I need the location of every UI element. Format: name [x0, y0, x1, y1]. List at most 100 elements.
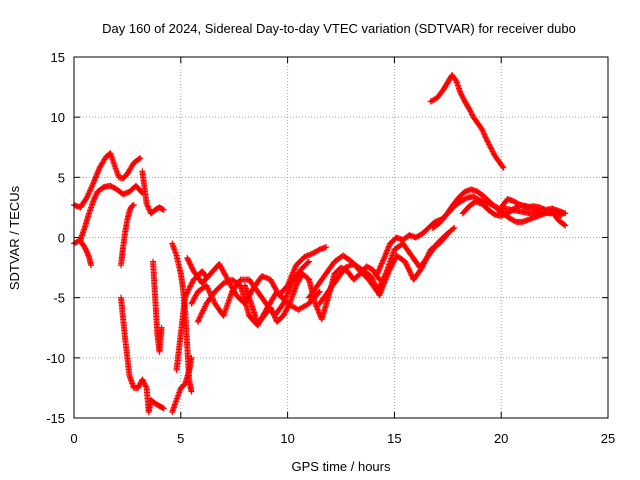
series-arc-4	[117, 202, 137, 269]
data-point	[452, 76, 459, 83]
data-point	[186, 258, 193, 265]
data-point	[372, 282, 379, 289]
data-point	[83, 248, 90, 255]
data-point	[82, 246, 89, 253]
data-point	[197, 313, 204, 320]
data-point	[188, 262, 195, 269]
data-point	[88, 262, 95, 269]
plot-border	[73, 56, 609, 419]
data-point	[160, 206, 167, 213]
y-tick-label: 10	[51, 110, 65, 125]
data-point	[144, 203, 151, 210]
data-point	[451, 224, 458, 231]
data-point	[404, 264, 411, 271]
data-point	[323, 244, 330, 251]
data-point	[185, 257, 192, 264]
grid	[74, 57, 608, 418]
data-point	[194, 318, 201, 325]
data-point	[480, 128, 487, 135]
data-point	[158, 324, 165, 331]
data-point	[187, 261, 194, 268]
data-point	[198, 310, 205, 317]
data-point	[195, 317, 202, 324]
data-point	[390, 258, 397, 265]
data-point	[384, 270, 391, 277]
data-point	[205, 286, 212, 293]
data-point	[420, 261, 427, 268]
data-point	[305, 258, 312, 265]
x-axis-ticks: 0 5 10 15 20 25	[70, 57, 615, 446]
data-point	[188, 264, 195, 271]
x-tick-label: 10	[280, 431, 294, 446]
data-point	[93, 191, 100, 198]
data-point	[423, 254, 430, 261]
y-tick-label: -10	[46, 351, 65, 366]
data-point	[419, 263, 426, 270]
x-tick-label: 20	[494, 431, 508, 446]
data-point	[160, 405, 167, 412]
data-point	[480, 130, 487, 137]
data-point	[143, 200, 150, 207]
data-point	[200, 306, 207, 313]
data-point	[372, 284, 379, 291]
series-arc-10	[173, 268, 210, 373]
series-arc-20	[498, 195, 569, 217]
data-point	[82, 245, 89, 252]
series-arc-1	[71, 150, 144, 211]
data-point	[407, 271, 414, 278]
y-tick-label: -5	[53, 291, 65, 306]
data-point	[478, 126, 485, 133]
data-point	[481, 131, 488, 138]
data-point	[185, 286, 192, 293]
y-tick-label: 15	[51, 50, 65, 65]
data-point	[198, 311, 205, 318]
data-point	[159, 404, 166, 411]
data-point	[404, 262, 411, 269]
data-point	[386, 266, 393, 273]
data-point	[391, 256, 398, 263]
data-point	[423, 256, 430, 263]
data-point	[91, 195, 98, 202]
data-point	[387, 265, 394, 272]
data-point	[136, 155, 143, 162]
data-point	[407, 269, 414, 276]
data-point	[482, 134, 489, 141]
data-point	[425, 250, 432, 257]
data-point	[373, 285, 380, 292]
data-point	[85, 252, 92, 259]
data-point	[304, 259, 311, 266]
data-point	[419, 264, 426, 271]
data-point	[186, 260, 193, 267]
data-point	[184, 256, 191, 263]
data-point	[202, 303, 209, 310]
data-point	[184, 254, 191, 261]
series-arc-5	[117, 294, 167, 415]
data-point	[402, 258, 409, 265]
data-point	[144, 202, 151, 209]
data-point	[371, 281, 378, 288]
series-arc-3	[77, 238, 95, 269]
data-points	[71, 72, 569, 415]
data-point	[499, 163, 506, 170]
y-tick-label: 0	[58, 231, 65, 246]
data-point	[315, 289, 322, 296]
data-point	[182, 294, 189, 301]
data-point	[199, 309, 206, 316]
x-tick-label: 0	[70, 431, 77, 446]
data-point	[92, 194, 99, 201]
data-point	[389, 260, 396, 267]
data-point	[84, 249, 91, 256]
data-point	[500, 164, 507, 171]
data-point	[479, 127, 486, 134]
data-point	[184, 289, 191, 296]
y-tick-label: -15	[46, 411, 65, 426]
data-point	[368, 274, 375, 281]
data-point	[562, 210, 569, 217]
data-point	[286, 302, 293, 309]
series-arc-16	[316, 230, 451, 307]
y-tick-label: 5	[58, 170, 65, 185]
data-point	[137, 155, 144, 162]
data-point	[561, 221, 568, 228]
data-point	[210, 297, 217, 304]
